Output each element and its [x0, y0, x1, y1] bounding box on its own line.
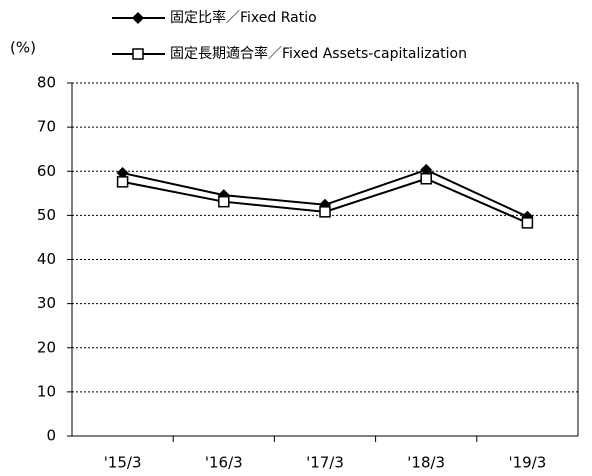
x-tick-label: '18/3: [407, 454, 445, 472]
y-axis-label: (%): [10, 39, 36, 57]
legend-label: 固定比率／Fixed Ratio: [170, 9, 317, 26]
marker: [132, 12, 144, 24]
marker: [420, 173, 432, 185]
x-tick-label: '15/3: [104, 454, 142, 472]
legend-label: 固定長期適合率／Fixed Assets-capitalization: [170, 45, 467, 62]
x-tick-label: '16/3: [205, 454, 243, 472]
y-tick-label: 10: [37, 382, 56, 400]
marker: [521, 217, 534, 229]
y-tick-label: 30: [37, 294, 56, 312]
marker: [116, 176, 129, 188]
y-tick-label: 70: [37, 118, 56, 136]
x-tick-label: '17/3: [306, 454, 344, 472]
marker: [132, 48, 144, 60]
y-tick-label: 60: [37, 162, 56, 180]
marker: [218, 195, 230, 208]
x-tick-label: '19/3: [508, 454, 546, 472]
marker: [319, 206, 331, 218]
y-tick-label: 80: [37, 74, 56, 92]
y-tick-label: 50: [37, 206, 56, 224]
y-tick-label: 0: [46, 427, 56, 445]
y-tick-label: 40: [37, 250, 56, 268]
marker: [116, 167, 129, 180]
marker: [420, 163, 433, 176]
y-tick-label: 20: [37, 338, 56, 356]
